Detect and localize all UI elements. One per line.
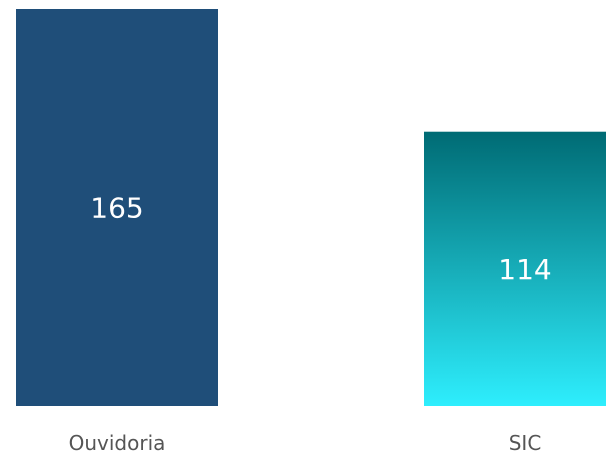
bar-ouvidoria [16, 9, 218, 406]
bar-sic [424, 131, 606, 406]
data-label-sic: 114 [498, 253, 551, 286]
bars-group [16, 9, 606, 406]
category-labels-group: Ouvidoria SIC [69, 431, 542, 454]
data-label-ouvidoria: 165 [90, 192, 143, 225]
data-labels-group: 165 114 [90, 192, 551, 286]
category-label-ouvidoria: Ouvidoria [69, 431, 166, 454]
category-label-sic: SIC [509, 431, 542, 454]
